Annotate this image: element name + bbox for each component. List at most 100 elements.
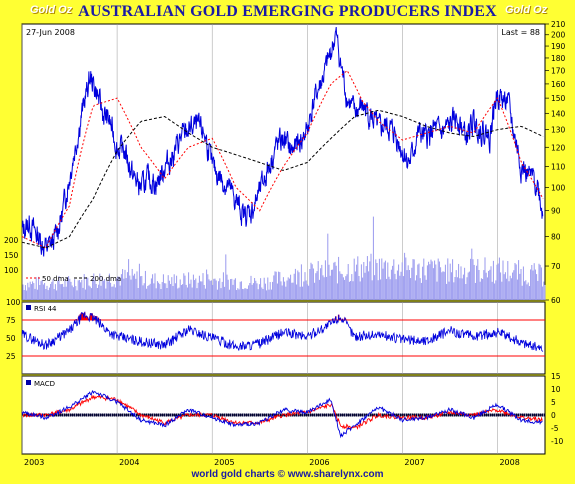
macd-histogram-bar	[88, 413, 90, 417]
macd-histogram-bar	[446, 413, 448, 417]
macd-histogram-bar	[102, 413, 104, 417]
macd-histogram-bar	[218, 413, 220, 417]
macd-histogram-bar	[470, 413, 472, 417]
macd-histogram-bar	[100, 413, 102, 417]
macd-histogram-bar	[112, 413, 114, 417]
macd-histogram-bar	[64, 413, 66, 417]
macd-histogram-bar	[132, 413, 134, 417]
macd-histogram-bar	[372, 413, 374, 417]
macd-histogram-bar	[292, 413, 294, 417]
macd-histogram-bar	[376, 413, 378, 417]
macd-histogram-bar	[128, 413, 130, 417]
macd-histogram-bar	[454, 413, 456, 417]
macd-histogram-bar	[254, 413, 256, 417]
macd-histogram-bar	[56, 413, 58, 417]
macd-histogram-bar	[484, 413, 486, 417]
macd-histogram-bar	[96, 413, 98, 417]
macd-tick-label: 10	[551, 385, 561, 394]
macd-tick-label: -10	[551, 437, 563, 446]
macd-histogram-bar	[120, 413, 122, 417]
macd-histogram-bar	[538, 413, 540, 417]
macd-histogram-bar	[326, 413, 328, 417]
macd-histogram-bar	[238, 413, 240, 417]
price-tick-label: 160	[551, 80, 566, 89]
macd-histogram-bar	[250, 413, 252, 417]
macd-histogram-bar	[104, 413, 106, 417]
macd-histogram-bar	[348, 413, 350, 417]
date-label: 27-Jun 2008	[26, 28, 75, 37]
macd-histogram-bar	[166, 413, 168, 417]
macd-histogram-bar	[124, 413, 126, 417]
macd-histogram-bar	[314, 413, 316, 417]
macd-histogram-bar	[374, 413, 376, 417]
macd-histogram-bar	[222, 413, 224, 417]
macd-histogram-bar	[274, 413, 276, 417]
macd-histogram-bar	[204, 413, 206, 417]
macd-histogram-bar	[300, 413, 302, 417]
macd-histogram-bar	[80, 413, 82, 417]
macd-histogram-bar	[496, 413, 498, 417]
macd-histogram-bar	[532, 413, 534, 417]
macd-histogram-bar	[258, 413, 260, 417]
macd-histogram-bar	[130, 413, 132, 417]
macd-histogram-bar	[160, 413, 162, 417]
macd-histogram-bar	[58, 413, 60, 417]
macd-lines	[21, 389, 546, 439]
price-lines	[21, 26, 544, 257]
macd-histogram-bar	[350, 413, 352, 417]
macd-histogram-bar	[324, 413, 326, 417]
macd-tick-label: 5	[551, 398, 556, 407]
macd-histogram-bar	[302, 413, 304, 417]
macd-histogram-bar	[142, 413, 144, 417]
rsi-tick-label: 75	[6, 316, 16, 325]
macd-histogram-bar	[542, 413, 544, 417]
macd-histogram-bar	[266, 413, 268, 417]
macd-histogram-bar	[490, 413, 492, 417]
macd-histogram-bar	[232, 413, 234, 417]
macd-histogram-bar	[318, 413, 320, 417]
macd-histogram-bar	[154, 413, 156, 417]
macd-histogram-bar	[344, 413, 346, 417]
macd-histogram-bar	[122, 413, 124, 417]
macd-histogram-bar	[94, 413, 96, 417]
macd-histogram-bar	[352, 413, 354, 417]
rsi-label-swatch	[26, 305, 31, 310]
macd-histogram-bar	[280, 413, 282, 417]
macd-histogram-bar	[78, 413, 80, 417]
macd-histogram-bar	[370, 413, 372, 417]
macd-histogram-bar	[358, 413, 360, 417]
macd-histogram-bar	[98, 413, 100, 417]
macd-histogram-bar	[268, 413, 270, 417]
macd-histogram-bar	[362, 413, 364, 417]
macd-histogram-bar	[524, 413, 526, 417]
macd-histogram-bar	[500, 413, 502, 417]
price-panel-bg	[21, 23, 546, 301]
macd-histogram-bar	[220, 413, 222, 417]
macd-histogram-bar	[206, 413, 208, 417]
macd-histogram-bar	[402, 413, 404, 417]
macd-histogram-bar	[458, 413, 460, 417]
macd-histogram-bar	[230, 413, 232, 417]
macd-series-line	[21, 389, 543, 439]
macd-histogram-bar	[172, 413, 174, 417]
macd-histogram-bar	[400, 413, 402, 417]
macd-tick-label: 15	[551, 372, 561, 381]
macd-histogram-bar	[296, 413, 298, 417]
macd-histogram-bar	[234, 413, 236, 417]
volume-tick-label: 150	[4, 251, 19, 260]
macd-histogram-bar	[332, 413, 334, 417]
macd-histogram-bar	[150, 413, 152, 417]
macd-histogram-bar	[164, 413, 166, 417]
macd-histogram-bar	[72, 413, 74, 417]
macd-histogram-bar	[506, 413, 508, 417]
macd-histogram-bar	[178, 413, 180, 417]
macd-histogram-bar	[138, 413, 140, 417]
macd-histogram-bar	[360, 413, 362, 417]
macd-histogram-bar	[416, 413, 418, 417]
macd-histogram-bar	[412, 413, 414, 417]
macd-histogram-bar	[158, 413, 160, 417]
macd-histogram-bar	[76, 413, 78, 417]
macd-histogram-bar	[338, 413, 340, 417]
price-series-line	[21, 26, 544, 257]
macd-histogram-bar	[84, 413, 86, 417]
